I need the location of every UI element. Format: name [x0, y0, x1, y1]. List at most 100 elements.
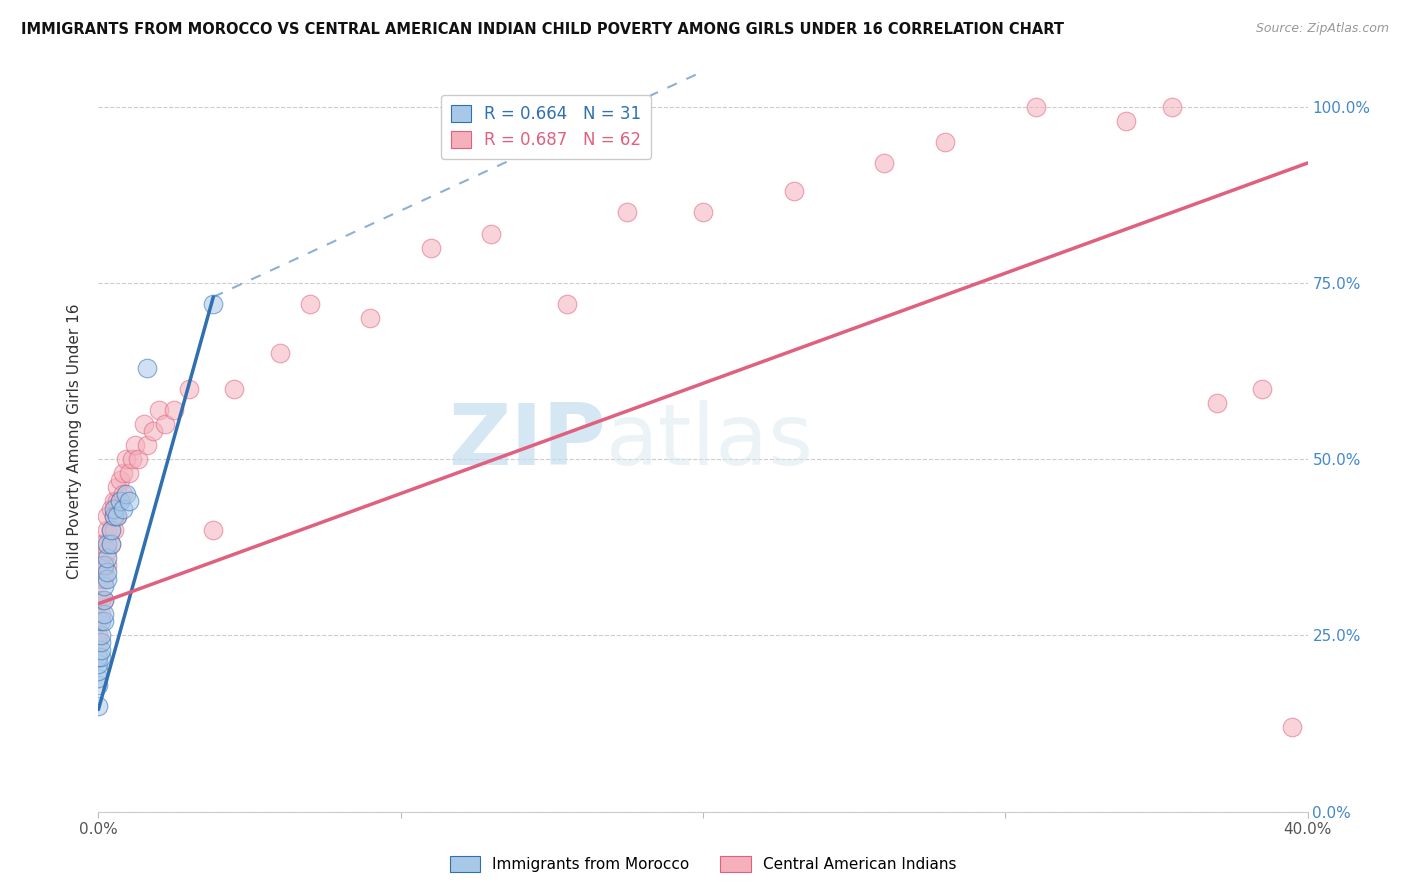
- Point: [96, 544, 118, 558]
- Point: [1160, 100, 1182, 114]
- Point: [202, 297, 225, 311]
- Point: [269, 346, 291, 360]
- Point: [93, 615, 115, 629]
- Point: [96, 537, 118, 551]
- Point: [96, 508, 118, 523]
- Point: [616, 205, 638, 219]
- Point: [87, 671, 110, 685]
- Point: [202, 523, 225, 537]
- Point: [93, 607, 115, 622]
- Point: [783, 184, 806, 198]
- Point: [87, 649, 110, 664]
- Y-axis label: Child Poverty Among Girls Under 16: Child Poverty Among Girls Under 16: [67, 304, 83, 579]
- Point: [90, 615, 112, 629]
- Point: [103, 501, 125, 516]
- Point: [96, 572, 118, 586]
- Point: [124, 438, 146, 452]
- Text: atlas: atlas: [606, 400, 814, 483]
- Point: [132, 417, 155, 431]
- Point: [100, 537, 122, 551]
- Point: [87, 628, 110, 642]
- Point: [96, 523, 118, 537]
- Point: [90, 558, 112, 572]
- Point: [121, 452, 143, 467]
- Point: [96, 565, 118, 579]
- Point: [111, 487, 134, 501]
- Point: [111, 501, 134, 516]
- Point: [105, 480, 128, 494]
- Point: [93, 558, 115, 572]
- Point: [100, 523, 122, 537]
- Point: [100, 523, 122, 537]
- Point: [96, 550, 118, 565]
- Point: [103, 508, 125, 523]
- Point: [87, 678, 110, 692]
- Point: [90, 642, 112, 657]
- Point: [108, 494, 131, 508]
- Point: [555, 297, 578, 311]
- Point: [1024, 100, 1046, 114]
- Point: [90, 649, 112, 664]
- Point: [90, 607, 112, 622]
- Point: [90, 635, 112, 649]
- Point: [93, 579, 115, 593]
- Point: [360, 311, 382, 326]
- Point: [118, 494, 141, 508]
- Point: [90, 537, 112, 551]
- Point: [481, 227, 503, 241]
- Point: [1281, 720, 1303, 734]
- Point: [100, 501, 122, 516]
- Point: [90, 593, 112, 607]
- Point: [1251, 382, 1274, 396]
- Point: [93, 558, 115, 572]
- Point: [934, 135, 956, 149]
- Point: [153, 417, 176, 431]
- Point: [108, 473, 131, 487]
- Point: [100, 537, 122, 551]
- Point: [105, 508, 128, 523]
- Point: [118, 467, 141, 481]
- Point: [224, 382, 246, 396]
- Point: [87, 664, 110, 678]
- Point: [90, 628, 112, 642]
- Point: [163, 402, 186, 417]
- Text: IMMIGRANTS FROM MOROCCO VS CENTRAL AMERICAN INDIAN CHILD POVERTY AMONG GIRLS UND: IMMIGRANTS FROM MOROCCO VS CENTRAL AMERI…: [21, 22, 1064, 37]
- Point: [93, 593, 115, 607]
- Point: [135, 438, 157, 452]
- Point: [148, 402, 170, 417]
- Point: [87, 649, 110, 664]
- Point: [90, 572, 112, 586]
- Text: ZIP: ZIP: [449, 400, 606, 483]
- Point: [1206, 396, 1229, 410]
- Point: [93, 537, 115, 551]
- Legend: Immigrants from Morocco, Central American Indians: Immigrants from Morocco, Central America…: [441, 848, 965, 880]
- Point: [96, 558, 118, 572]
- Point: [93, 593, 115, 607]
- Point: [103, 523, 125, 537]
- Point: [108, 494, 131, 508]
- Point: [873, 156, 896, 170]
- Point: [103, 508, 125, 523]
- Point: [105, 508, 128, 523]
- Point: [420, 241, 443, 255]
- Point: [135, 360, 157, 375]
- Point: [114, 452, 136, 467]
- Text: Source: ZipAtlas.com: Source: ZipAtlas.com: [1256, 22, 1389, 36]
- Point: [87, 593, 110, 607]
- Point: [103, 494, 125, 508]
- Point: [692, 205, 714, 219]
- Point: [127, 452, 149, 467]
- Legend: R = 0.664   N = 31, R = 0.687   N = 62: R = 0.664 N = 31, R = 0.687 N = 62: [440, 95, 651, 159]
- Point: [1115, 113, 1137, 128]
- Point: [111, 467, 134, 481]
- Point: [87, 635, 110, 649]
- Point: [114, 487, 136, 501]
- Point: [105, 494, 128, 508]
- Point: [93, 572, 115, 586]
- Point: [87, 657, 110, 671]
- Point: [179, 382, 201, 396]
- Point: [87, 698, 110, 713]
- Point: [299, 297, 322, 311]
- Point: [142, 424, 165, 438]
- Point: [87, 615, 110, 629]
